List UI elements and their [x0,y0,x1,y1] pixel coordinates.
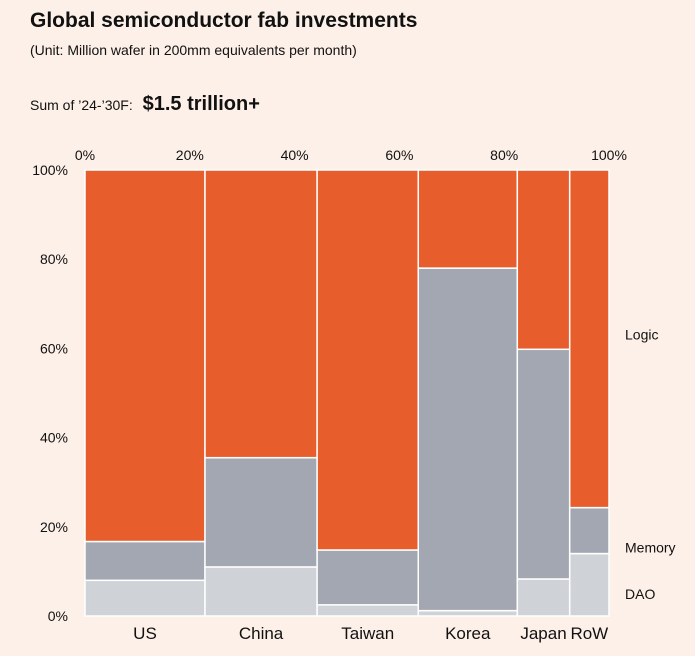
segment-row-logic [568,169,610,509]
y-tick-label: 0% [48,608,68,624]
x-tick-label: 0% [75,147,95,163]
category-label-china: China [239,624,284,643]
chart-bars [84,169,610,617]
segment-us-memory [84,540,206,582]
category-label-korea: Korea [445,624,491,643]
segment-row-memory [568,506,610,555]
segment-china-logic [204,169,318,459]
segment-japan-dao [516,578,571,617]
segment-korea-dao [417,609,519,617]
category-labels: US China Taiwan Korea Japan RoW [133,624,608,643]
legend: DAO Memory Logic [625,326,676,601]
category-label-us: US [133,624,157,643]
legend-label-memory: Memory [625,540,676,556]
y-tick-label: 80% [40,251,68,267]
chart-subtitle: (Unit: Million wafer in 200mm equivalent… [30,42,357,58]
segment-japan-memory [516,348,571,580]
x-tick-label: 40% [281,147,309,163]
y-axis: 0% 20% 40% 60% 80% 100% [32,162,68,624]
sum-value: $1.5 trillion+ [142,93,260,115]
category-label-taiwan: Taiwan [341,624,394,643]
segment-us-dao [84,579,206,617]
x-tick-label: 20% [176,147,204,163]
segment-taiwan-logic [316,169,420,551]
segment-japan-logic [516,169,571,351]
sum-line: Sum of ’24-’30F: $1.5 trillion+ [30,93,260,116]
x-tick-label: 80% [490,147,518,163]
category-label-japan: Japan [520,624,566,643]
segment-korea-memory [417,267,519,612]
y-tick-label: 100% [32,162,68,178]
sum-label: Sum of ’24-’30F: [30,97,133,113]
y-tick-label: 60% [40,340,68,356]
category-label-row: RoW [570,624,608,643]
x-axis-top: 0% 20% 40% 60% 80% 100% [75,147,627,163]
x-tick-label: 60% [385,147,413,163]
segment-china-dao [204,566,318,617]
segment-us-logic [84,169,206,543]
segment-china-memory [204,456,318,568]
segment-korea-logic [417,169,519,269]
segment-taiwan-dao [316,604,420,617]
legend-label-dao: DAO [625,586,655,602]
y-tick-label: 40% [40,430,68,446]
y-tick-label: 20% [40,519,68,535]
x-tick-label: 100% [591,147,627,163]
segment-row-dao [568,552,610,617]
chart-title: Global semiconductor fab investments [30,9,418,32]
legend-label-logic: Logic [625,326,658,342]
segment-taiwan-memory [316,549,420,606]
